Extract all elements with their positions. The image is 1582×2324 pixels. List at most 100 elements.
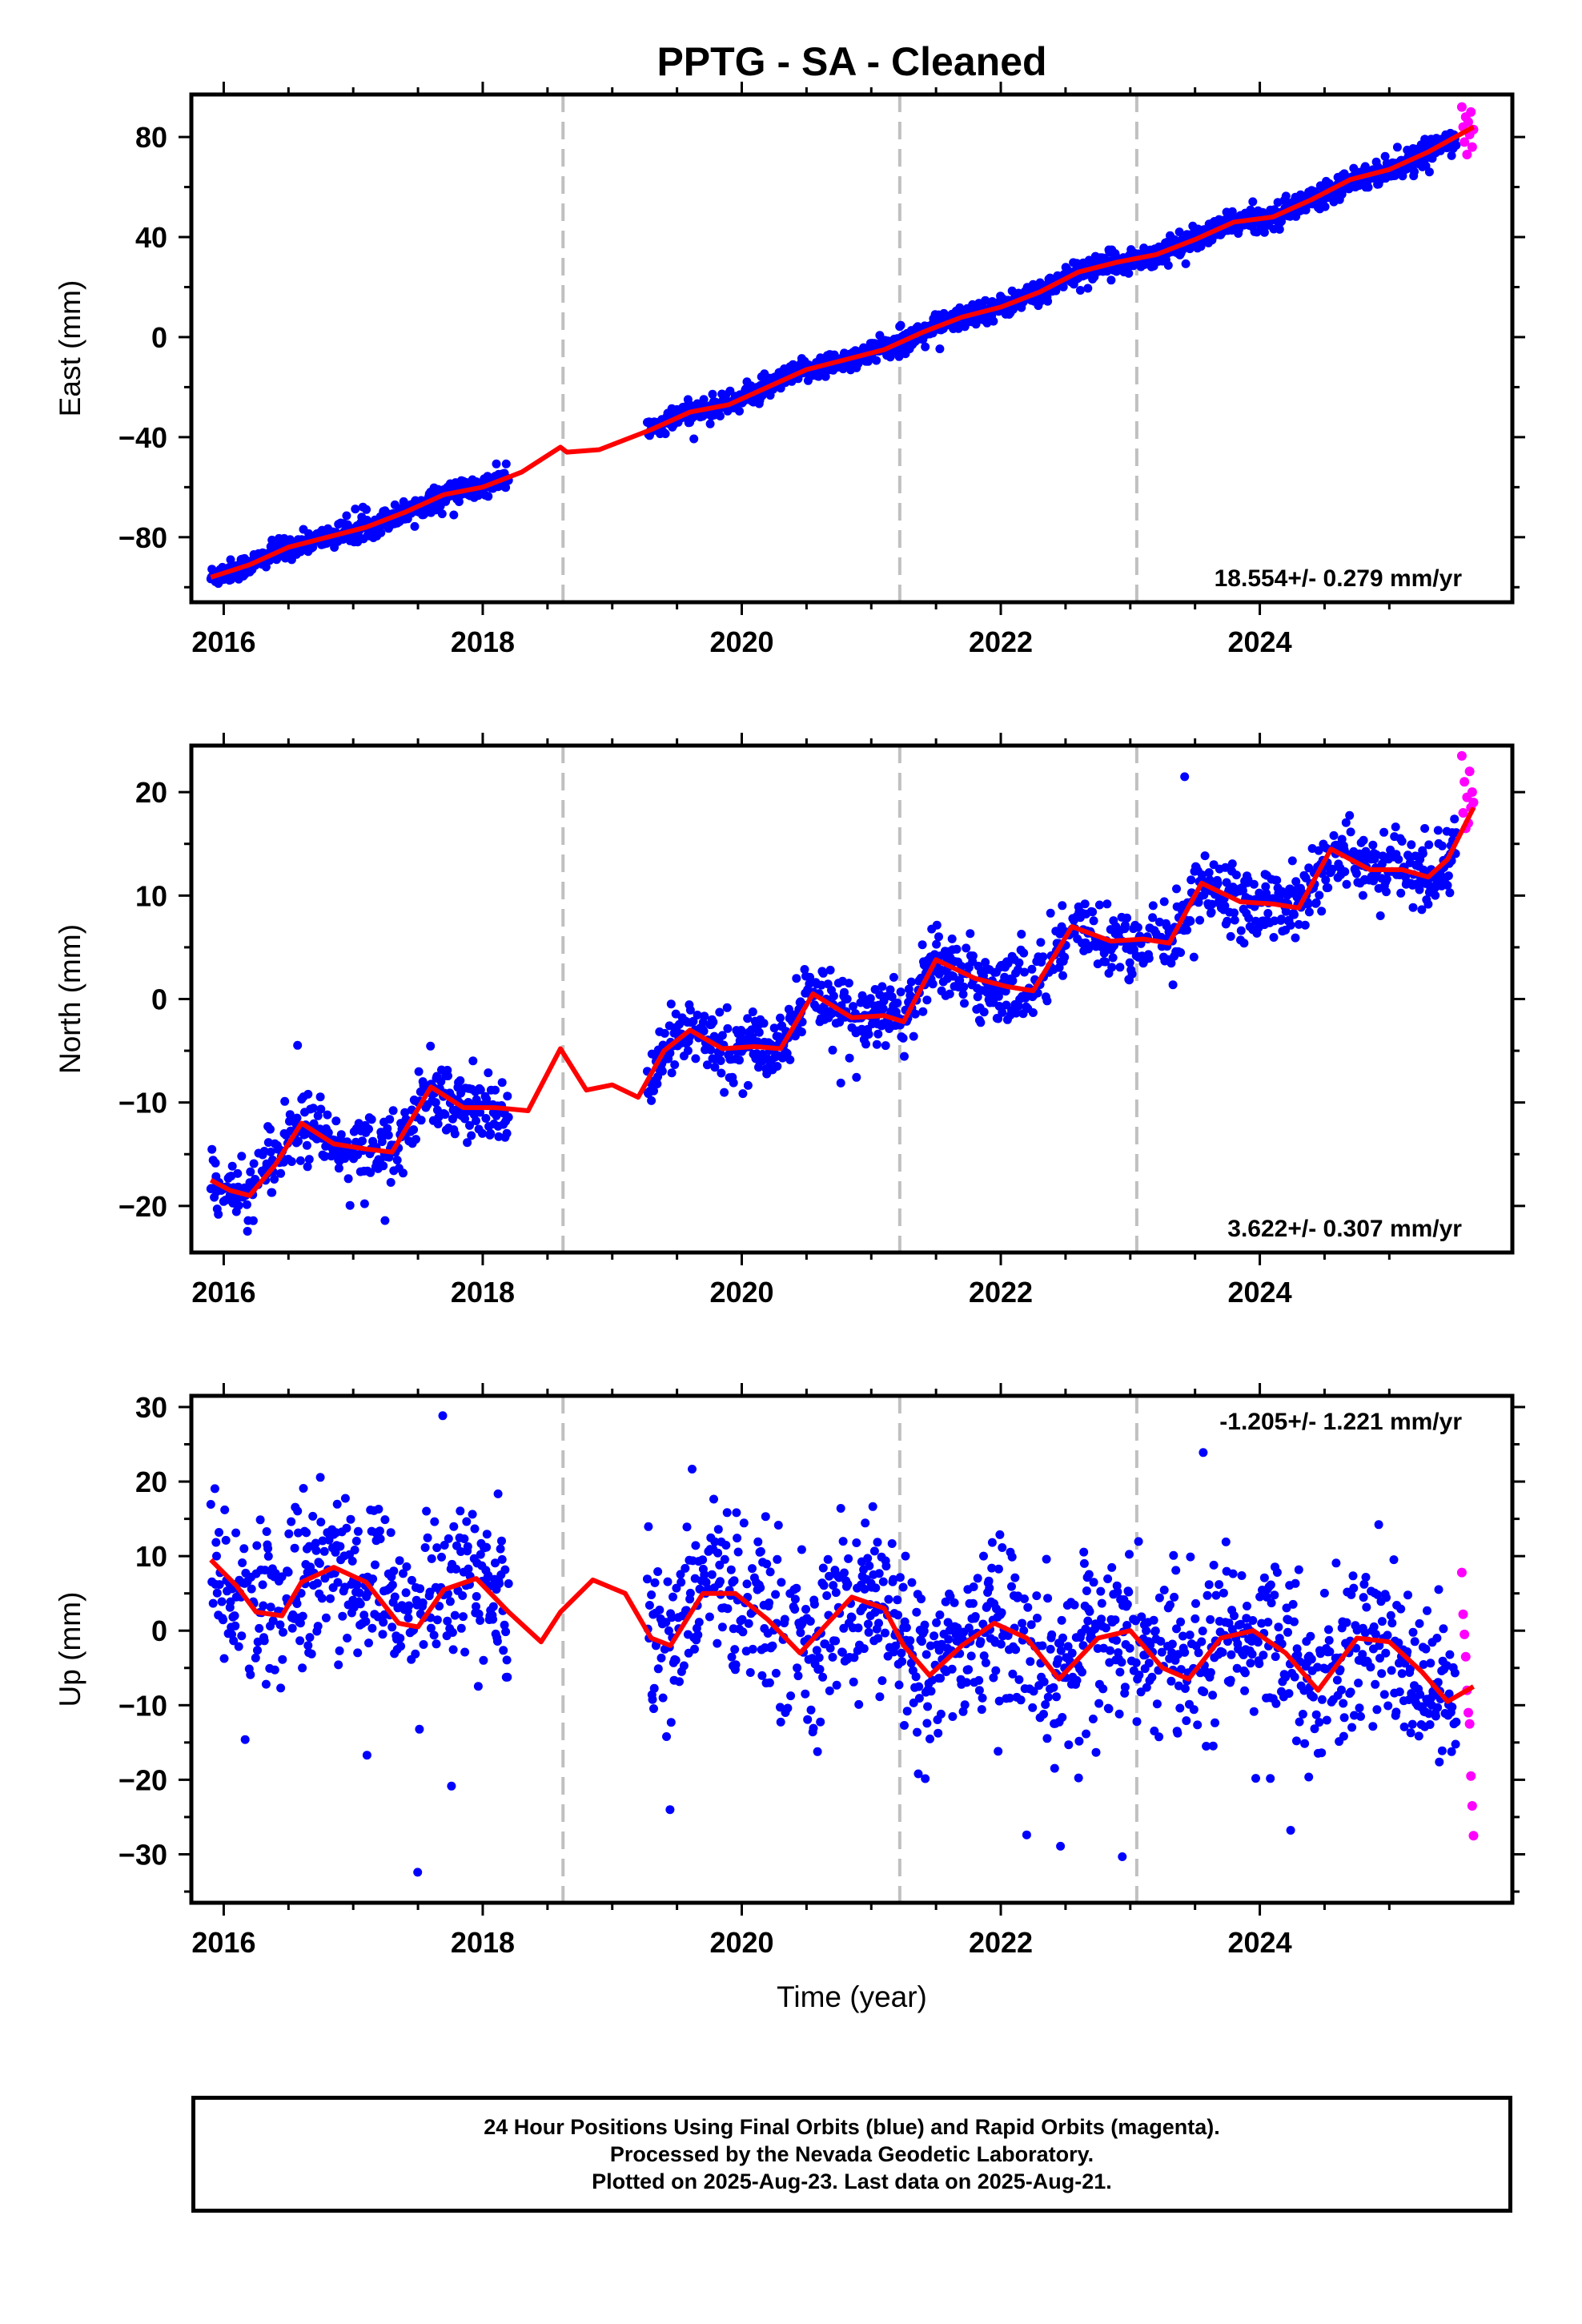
final-point — [1304, 907, 1314, 917]
final-point — [806, 1705, 816, 1715]
final-point — [783, 1703, 793, 1713]
final-point — [452, 1564, 461, 1574]
final-point — [484, 1068, 493, 1078]
x-tick-label: 2022 — [969, 1926, 1033, 1959]
final-point — [1281, 907, 1291, 916]
final-point — [896, 320, 905, 330]
final-point — [504, 1579, 513, 1588]
final-point — [917, 940, 927, 950]
final-point — [1171, 1566, 1181, 1575]
final-point — [889, 1574, 898, 1584]
final-point — [479, 1655, 488, 1665]
final-point — [1052, 1692, 1061, 1702]
final-point — [1451, 1739, 1460, 1749]
final-point — [861, 1039, 870, 1049]
final-point — [351, 505, 360, 514]
final-point — [1392, 143, 1402, 152]
final-point — [843, 1579, 853, 1589]
final-point — [468, 1056, 478, 1066]
final-point — [210, 1484, 219, 1494]
final-point — [1039, 1677, 1049, 1687]
final-point — [1058, 971, 1067, 980]
final-point — [1014, 1675, 1024, 1684]
final-point — [1281, 191, 1291, 201]
final-point — [1028, 1008, 1038, 1017]
final-point — [1405, 1664, 1415, 1674]
final-point — [494, 1132, 504, 1141]
y-tick-label: 10 — [135, 1540, 167, 1573]
final-point — [1237, 1571, 1247, 1580]
final-point — [1340, 867, 1350, 876]
final-point — [733, 1547, 743, 1557]
final-point — [1382, 887, 1391, 897]
final-point — [973, 992, 982, 1002]
final-point — [1232, 1663, 1242, 1673]
final-point — [792, 974, 801, 983]
final-point — [335, 1646, 344, 1655]
final-point — [468, 1510, 477, 1519]
rapid-point — [1462, 149, 1472, 159]
rate-label: 3.622+/- 0.307 mm/yr — [1227, 1216, 1462, 1242]
final-point — [502, 1128, 512, 1138]
final-point — [1174, 227, 1184, 237]
final-point — [693, 1630, 703, 1639]
final-orbit-points — [206, 772, 1461, 1236]
final-point — [650, 1578, 660, 1587]
final-point — [873, 1029, 883, 1039]
final-point — [1349, 1583, 1359, 1593]
final-point — [1172, 1624, 1181, 1634]
final-point — [1408, 1627, 1418, 1637]
final-point — [928, 979, 938, 989]
final-point — [447, 1781, 456, 1791]
final-point — [649, 1086, 658, 1096]
final-point — [409, 1125, 419, 1135]
final-point — [366, 1168, 375, 1177]
final-point — [1300, 920, 1310, 930]
final-point — [757, 1671, 767, 1680]
final-point — [973, 1574, 982, 1583]
final-point — [438, 1411, 448, 1421]
final-point — [252, 1541, 262, 1550]
final-point — [444, 1534, 453, 1543]
final-point — [1288, 1599, 1298, 1609]
final-point — [881, 1562, 891, 1571]
final-point — [448, 1114, 457, 1124]
final-point — [1020, 1594, 1029, 1603]
y-tick-label: −20 — [118, 1763, 167, 1796]
final-point — [875, 1692, 885, 1702]
footer-box: 24 Hour Positions Using Final Orbits (bl… — [191, 2096, 1512, 2213]
final-point — [1154, 1593, 1164, 1602]
final-point — [1354, 1679, 1363, 1688]
final-point — [414, 1067, 424, 1076]
final-point — [484, 492, 493, 501]
final-point — [353, 1526, 363, 1536]
final-point — [1317, 1748, 1327, 1758]
final-point — [491, 1558, 500, 1568]
final-point — [355, 1599, 365, 1609]
final-point — [280, 1096, 290, 1106]
final-point — [379, 1618, 388, 1627]
final-point — [1310, 1724, 1319, 1734]
final-point — [275, 1620, 285, 1630]
final-point — [699, 395, 709, 404]
x-tick-label: 2024 — [1228, 625, 1292, 658]
final-point — [460, 1114, 470, 1124]
final-point — [662, 1732, 671, 1741]
final-point — [1172, 884, 1181, 894]
final-point — [1137, 1612, 1146, 1622]
final-point — [1345, 810, 1355, 820]
final-point — [706, 1045, 716, 1055]
final-point — [671, 1009, 681, 1019]
final-point — [1185, 1630, 1195, 1640]
final-point — [488, 1614, 498, 1624]
final-point — [1327, 864, 1337, 874]
final-point — [1443, 881, 1452, 890]
final-point — [1042, 996, 1052, 1006]
final-point — [979, 1007, 989, 1017]
final-point — [818, 1672, 828, 1682]
final-point — [1331, 1558, 1341, 1568]
final-point — [910, 1009, 920, 1019]
final-point — [947, 934, 957, 943]
final-point — [768, 1641, 777, 1651]
